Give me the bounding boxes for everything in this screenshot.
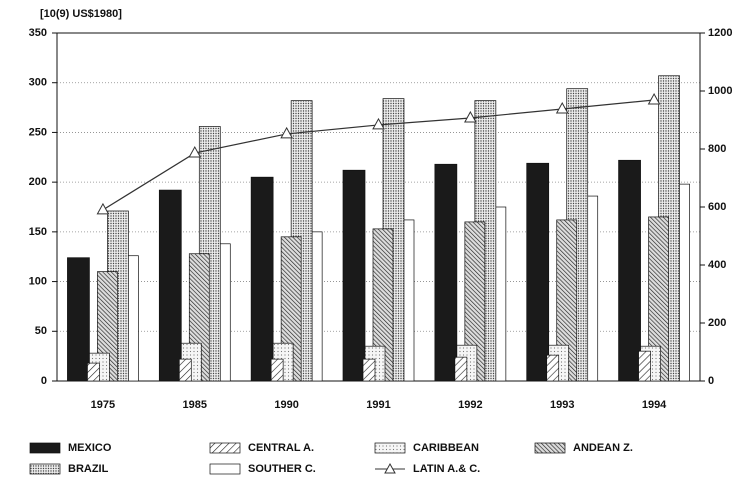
y-tick-label: 0	[41, 375, 47, 387]
bar	[67, 257, 90, 382]
x-tick-label: 1993	[550, 399, 574, 411]
line-marker	[280, 126, 293, 139]
x-tick-label: 1992	[458, 399, 482, 411]
y-tick-label: 250	[29, 126, 47, 138]
y2-tick-label: 800	[708, 143, 726, 155]
legend-swatch	[534, 442, 566, 454]
y2-tick-label: 600	[708, 201, 726, 213]
y2-tick-label: 1200	[708, 27, 732, 39]
legend-label: LATIN A.& C.	[413, 463, 480, 475]
bar	[618, 159, 641, 382]
line-marker	[188, 146, 202, 158]
legend-label: MEXICO	[68, 442, 112, 454]
bar	[87, 362, 100, 382]
legend-label: ANDEAN Z.	[573, 442, 633, 454]
x-tick-label: 1991	[366, 399, 390, 411]
bar	[342, 169, 366, 382]
chart-title: [10(9) US$1980]	[40, 8, 122, 20]
x-tick-label: 1994	[642, 399, 667, 411]
legend-marker	[384, 462, 396, 474]
line-marker	[555, 101, 569, 114]
bar	[638, 350, 651, 382]
bar	[362, 358, 376, 382]
bar	[526, 162, 550, 382]
bar	[454, 356, 468, 382]
y-tick-label: 200	[29, 176, 47, 188]
line-marker	[464, 110, 477, 123]
y2-tick-label: 1000	[708, 85, 732, 97]
bar	[178, 358, 192, 382]
x-tick-label: 1985	[183, 399, 207, 411]
y-tick-label: 300	[29, 77, 47, 89]
legend-swatch	[209, 463, 241, 475]
legend-label: CARIBBEAN	[413, 442, 479, 454]
bar	[270, 358, 284, 382]
y2-tick-label: 200	[708, 317, 726, 329]
bar	[250, 176, 274, 382]
y-tick-label: 100	[29, 275, 47, 287]
legend-swatch	[374, 442, 406, 454]
y2-tick-label: 0	[708, 375, 714, 387]
line-marker	[372, 117, 385, 130]
legend-swatch	[29, 442, 61, 454]
legend-label: CENTRAL A.	[248, 442, 314, 454]
legend-label: BRAZIL	[68, 463, 109, 475]
bar	[158, 189, 182, 382]
legend-label: SOUTHER C.	[248, 463, 316, 475]
line-marker	[647, 92, 661, 105]
bar	[434, 163, 458, 382]
line-marker	[96, 202, 110, 215]
legend-swatch	[209, 442, 241, 454]
y-tick-label: 50	[35, 325, 47, 337]
x-tick-label: 1990	[274, 399, 298, 411]
legend-swatch	[29, 463, 61, 475]
bar	[546, 354, 560, 382]
y-tick-label: 350	[29, 27, 47, 39]
x-tick-label: 1975	[91, 399, 115, 411]
y-tick-label: 150	[29, 226, 47, 238]
y2-tick-label: 400	[708, 259, 726, 271]
